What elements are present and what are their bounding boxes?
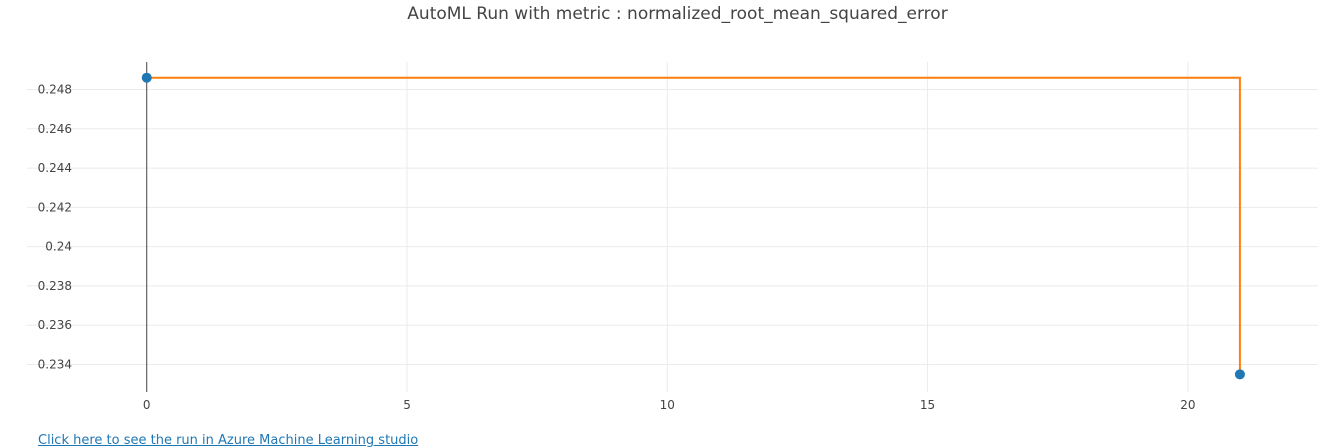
x-tick-label: 5: [403, 398, 411, 412]
x-tick-label: 10: [660, 398, 675, 412]
series-layer: [141, 72, 1245, 380]
x-tick-label: 20: [1180, 398, 1195, 412]
y-tick-label: 0.242: [38, 200, 72, 214]
x-tick-label: 0: [143, 398, 151, 412]
y-tick-label: 0.238: [38, 279, 72, 293]
best-metric-step-line: [146, 76, 1241, 375]
y-tick-label: 0.236: [38, 318, 72, 332]
y-tick-label: 0.244: [38, 161, 72, 175]
chart-title: AutoML Run with metric : normalized_root…: [407, 4, 948, 24]
y-tick-label: 0.24: [45, 240, 72, 254]
y-tick-label: 0.248: [38, 83, 72, 97]
studio-link[interactable]: Click here to see the run in Azure Machi…: [38, 433, 419, 448]
ticks-layer: 0 5 10 15 20 0.234 0.236 0.238 0.24 0.242 0.244 0.2…: [38, 83, 1196, 413]
run-metric-point: [141, 72, 152, 83]
y-tick-label: 0.246: [38, 122, 72, 136]
run-metric-point: [1234, 369, 1245, 380]
y-tick-label: 0.234: [38, 358, 72, 372]
grid-layer: [27, 62, 1318, 392]
x-tick-label: 15: [920, 398, 935, 412]
